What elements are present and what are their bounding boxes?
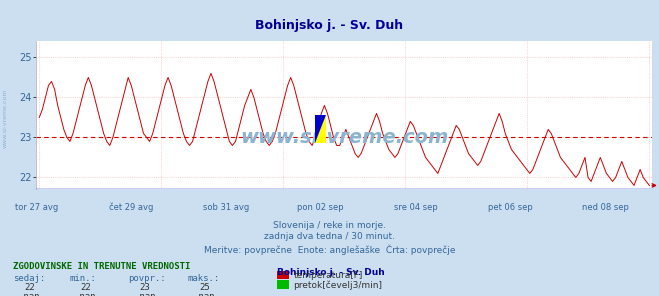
Text: Meritve: povprečne  Enote: anglešaške  Črta: povprečje: Meritve: povprečne Enote: anglešaške Črt… bbox=[204, 244, 455, 255]
Text: temperatura[F]: temperatura[F] bbox=[293, 271, 362, 280]
Text: www.si-vreme.com: www.si-vreme.com bbox=[3, 89, 8, 148]
Text: min.:: min.: bbox=[69, 274, 96, 283]
Text: -nan: -nan bbox=[134, 292, 156, 296]
Text: pet 06 sep: pet 06 sep bbox=[488, 203, 532, 212]
Text: -nan: -nan bbox=[19, 292, 40, 296]
Text: 25: 25 bbox=[199, 283, 210, 292]
Text: pon 02 sep: pon 02 sep bbox=[297, 203, 344, 212]
Text: 23: 23 bbox=[140, 283, 150, 292]
Text: ned 08 sep: ned 08 sep bbox=[582, 203, 629, 212]
Text: www.si-vreme.com: www.si-vreme.com bbox=[240, 128, 449, 147]
Text: Bohinjsko j. - Sv. Duh: Bohinjsko j. - Sv. Duh bbox=[256, 19, 403, 32]
Text: maks.:: maks.: bbox=[188, 274, 220, 283]
Text: povpr.:: povpr.: bbox=[129, 274, 166, 283]
Text: 22: 22 bbox=[24, 283, 35, 292]
Text: -nan: -nan bbox=[75, 292, 96, 296]
Text: -nan: -nan bbox=[194, 292, 215, 296]
Text: tor 27 avg: tor 27 avg bbox=[14, 203, 58, 212]
Text: čet 29 avg: čet 29 avg bbox=[109, 203, 153, 212]
Text: sedaj:: sedaj: bbox=[13, 274, 45, 283]
Text: sre 04 sep: sre 04 sep bbox=[393, 203, 438, 212]
Polygon shape bbox=[315, 115, 326, 144]
Text: pretok[čevelj3/min]: pretok[čevelj3/min] bbox=[293, 280, 382, 290]
Text: 22: 22 bbox=[80, 283, 91, 292]
Text: zadnja dva tedna / 30 minut.: zadnja dva tedna / 30 minut. bbox=[264, 232, 395, 241]
Text: ZGODOVINSKE IN TRENUTNE VREDNOSTI: ZGODOVINSKE IN TRENUTNE VREDNOSTI bbox=[13, 262, 190, 271]
Text: Slovenija / reke in morje.: Slovenija / reke in morje. bbox=[273, 221, 386, 229]
Polygon shape bbox=[315, 115, 326, 144]
Text: Bohinjsko j. - Sv. Duh: Bohinjsko j. - Sv. Duh bbox=[277, 268, 385, 277]
Text: sob 31 avg: sob 31 avg bbox=[203, 203, 249, 212]
